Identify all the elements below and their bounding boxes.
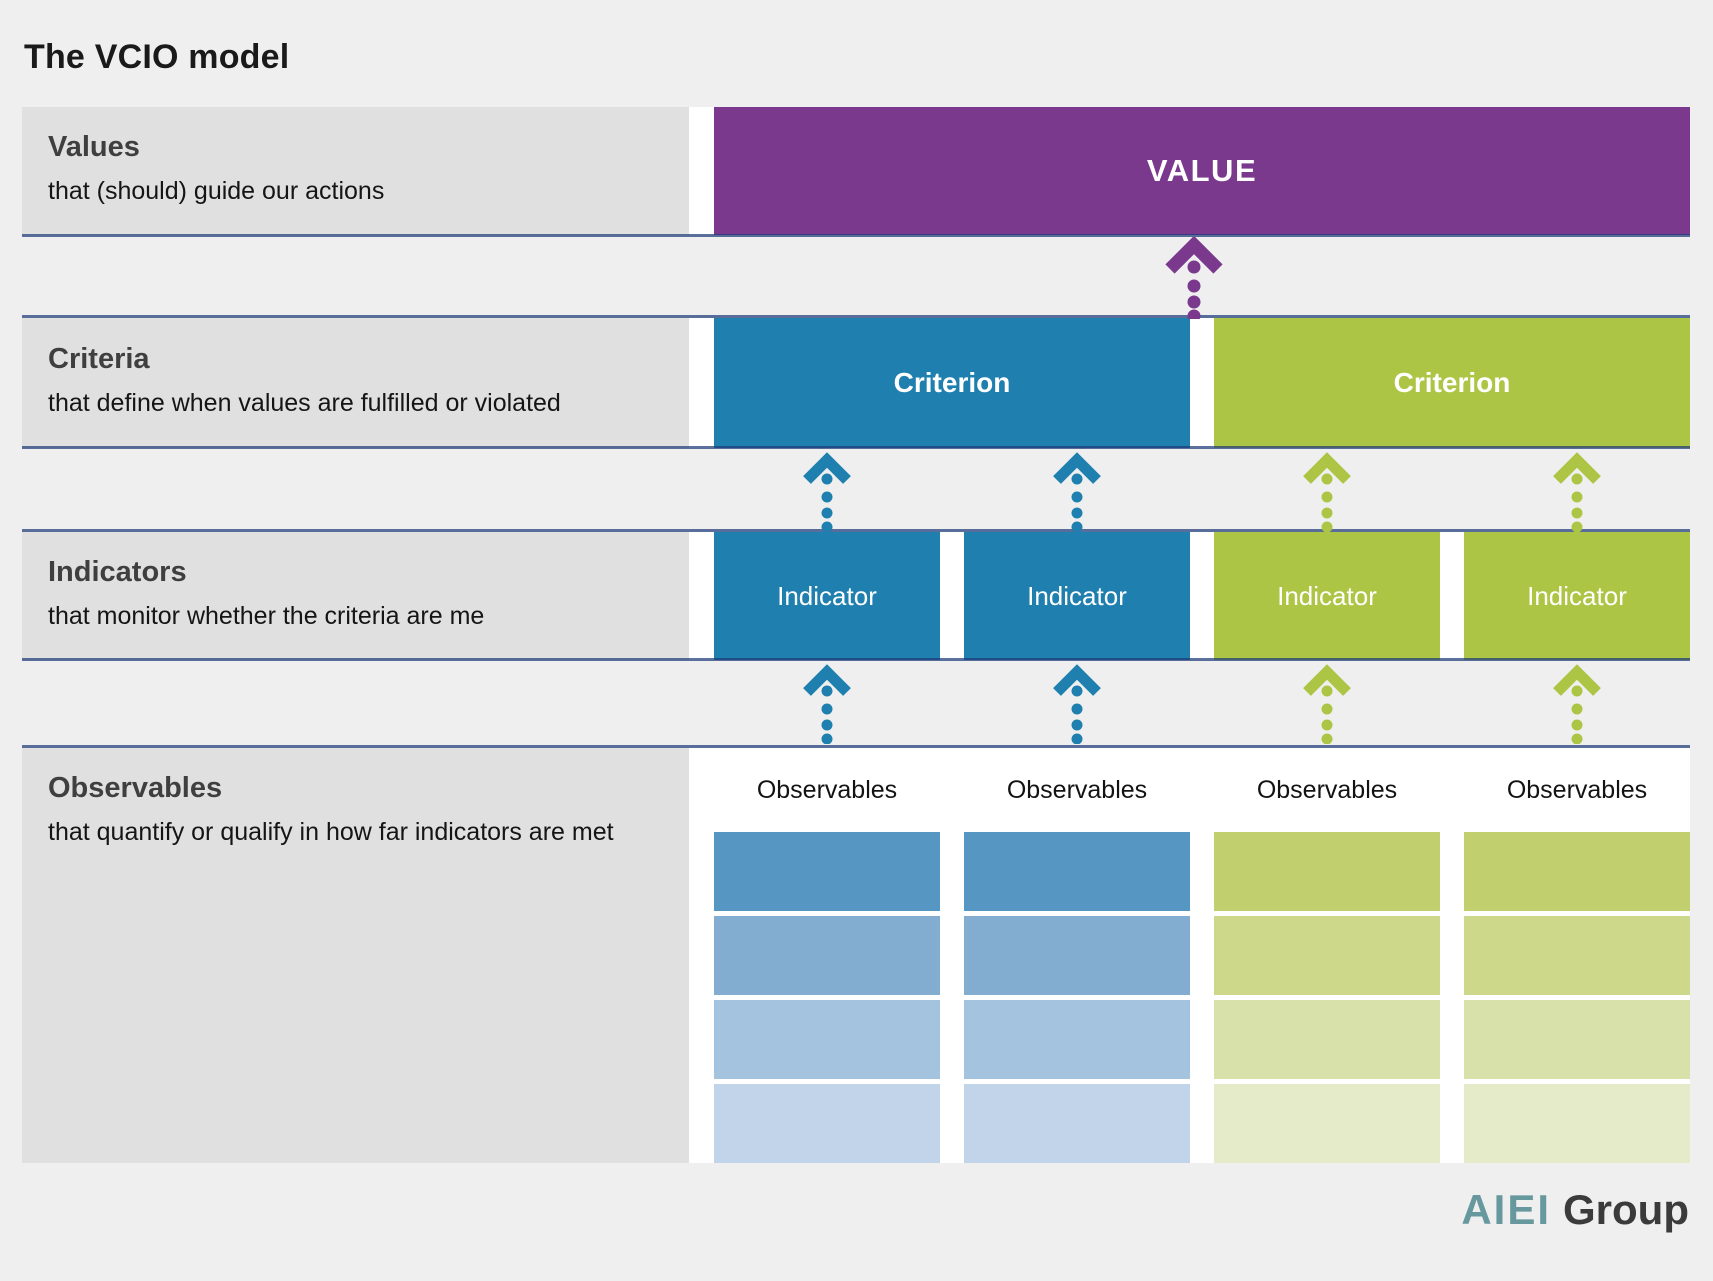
observables-column-blue: Observables — [964, 748, 1190, 1163]
observables-column-header: Observables — [1506, 775, 1648, 804]
up-arrow-icon — [1553, 664, 1601, 744]
indicators-description-box: Indicators that monitor whether the crit… — [22, 532, 689, 660]
observable-cell — [964, 832, 1190, 911]
criterion-box-blue: Criterion — [714, 318, 1190, 448]
logo-brand-text: AIEI — [1461, 1186, 1552, 1233]
criterion-box-label: Criterion — [893, 367, 1011, 398]
criterion-box-label: Criterion — [1393, 367, 1511, 398]
criteria-description-box: Criteria that define when values are ful… — [22, 318, 689, 448]
observables-column-green: Observables — [1214, 748, 1440, 1163]
row-separator-line — [22, 446, 1690, 449]
indicator-box-blue: Indicator — [964, 532, 1190, 660]
indicators-heading: Indicators — [48, 556, 187, 589]
observables-heading: Observables — [48, 772, 223, 804]
up-arrow-icon — [803, 452, 851, 532]
observable-cell — [1464, 1000, 1690, 1079]
observables-panel: Observables Observables Observables Obse… — [689, 748, 1690, 1163]
row-separator-line — [22, 315, 1690, 318]
row-separator-line — [22, 658, 1690, 661]
observable-cell — [714, 1000, 940, 1079]
observables-column-header: Observables — [756, 775, 898, 804]
row-separator-line — [22, 529, 1690, 532]
observable-cell — [964, 916, 1190, 995]
observable-cell — [964, 1000, 1190, 1079]
up-arrow-icon — [1553, 452, 1601, 532]
row-separator-line — [22, 745, 1690, 748]
criteria-description: that define when values are fulfilled or… — [48, 389, 561, 418]
up-arrow-icon — [1053, 664, 1101, 744]
indicators-panel: Indicator Indicator Indicator Indicator — [689, 532, 1690, 660]
observables-description-box: Observables that quantify or qualify in … — [22, 748, 689, 1163]
observables-column-header: Observables — [1006, 775, 1148, 804]
value-box-label: VALUE — [1146, 153, 1258, 188]
indicator-box-green: Indicator — [1214, 532, 1440, 660]
indicator-box-label: Indicator — [1277, 580, 1377, 611]
indicator-box-label: Indicator — [1027, 580, 1127, 611]
values-description-box: Values that (should) guide our actions — [22, 107, 689, 235]
observables-column-header: Observables — [1256, 775, 1398, 804]
observable-cell — [1214, 1084, 1440, 1163]
value-box: VALUE — [714, 107, 1690, 235]
observables-column-blue: Observables — [714, 748, 940, 1163]
observable-cell — [1464, 916, 1690, 995]
row-separator-line — [22, 234, 1690, 237]
observable-cell — [1214, 916, 1440, 995]
observable-cell — [714, 916, 940, 995]
indicator-box-label: Indicator — [777, 580, 877, 611]
up-arrow-icon — [1053, 452, 1101, 532]
criterion-box-green: Criterion — [1214, 318, 1690, 448]
indicator-box-green: Indicator — [1464, 532, 1690, 660]
indicator-box-blue: Indicator — [714, 532, 940, 660]
values-description: that (should) guide our actions — [48, 177, 385, 206]
observable-cell — [714, 1084, 940, 1163]
indicators-description: that monitor whether the criteria are me — [48, 602, 485, 631]
observables-description: that quantify or qualify in how far indi… — [48, 818, 614, 846]
values-panel: VALUE — [689, 107, 1690, 235]
up-arrow-icon — [1303, 664, 1351, 744]
up-arrow-icon — [1165, 237, 1223, 319]
criteria-heading: Criteria — [48, 343, 150, 376]
aiei-group-logo: AIEI Group — [1461, 1186, 1689, 1234]
observables-column-green: Observables — [1464, 748, 1690, 1163]
observable-cell — [714, 832, 940, 911]
observable-cell — [1464, 832, 1690, 911]
observable-cell — [1214, 1000, 1440, 1079]
up-arrow-icon — [803, 664, 851, 744]
observable-cell — [964, 1084, 1190, 1163]
logo-suffix-text: Group — [1563, 1186, 1689, 1233]
observable-cell — [1464, 1084, 1690, 1163]
observable-cell — [1214, 832, 1440, 911]
page-title: The VCIO model — [24, 38, 290, 76]
up-arrow-icon — [1303, 452, 1351, 532]
criteria-panel: Criterion Criterion — [689, 318, 1690, 448]
values-heading: Values — [48, 131, 140, 164]
indicator-box-label: Indicator — [1527, 580, 1627, 611]
